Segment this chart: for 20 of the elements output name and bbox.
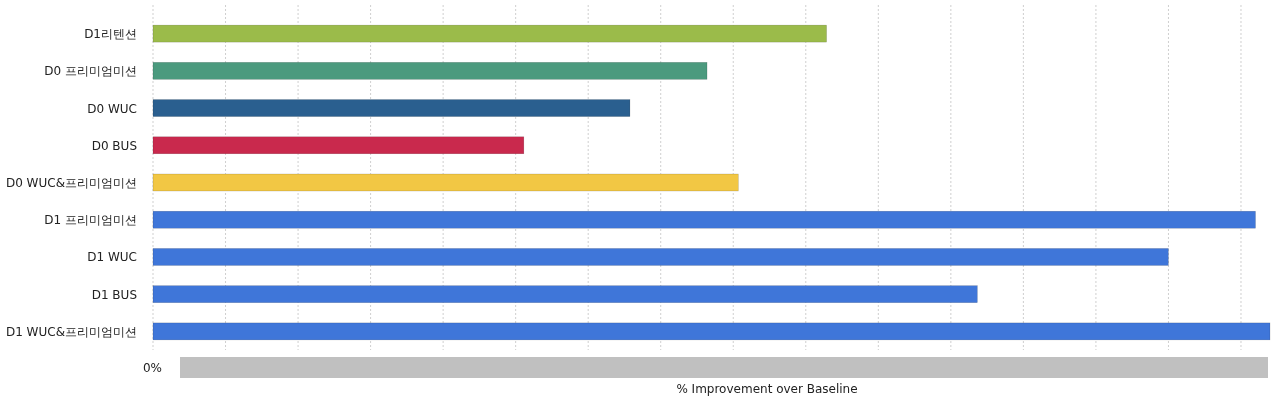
bar [152,99,631,117]
y-tick-label: D1 WUC&프리미엄미션 [5,324,137,339]
bar [152,210,1256,229]
y-tick-label: D1 프리미엄미션 [44,213,137,228]
y-tick-label: D0 WUC&프리미엄미션 [5,176,137,190]
y-tick-label: D0 WUC [87,101,137,116]
y-tick-label: D0 BUS [91,138,137,153]
bar [152,173,739,192]
bar [152,62,708,80]
y-tick-label: D1리텐션 [84,27,137,42]
y-tick-label: D0 프리미엄미션 [44,64,137,79]
y-tick-label: D1 BUS [91,287,137,302]
bar [152,322,1271,341]
bar [152,136,525,155]
text: 0% [142,361,162,375]
y-tick-label: D1 WUC [87,250,137,265]
bar [152,285,978,303]
bar [152,24,827,43]
bar [152,248,1169,266]
x-axis-title: % Improvement over Baseline [676,382,858,396]
